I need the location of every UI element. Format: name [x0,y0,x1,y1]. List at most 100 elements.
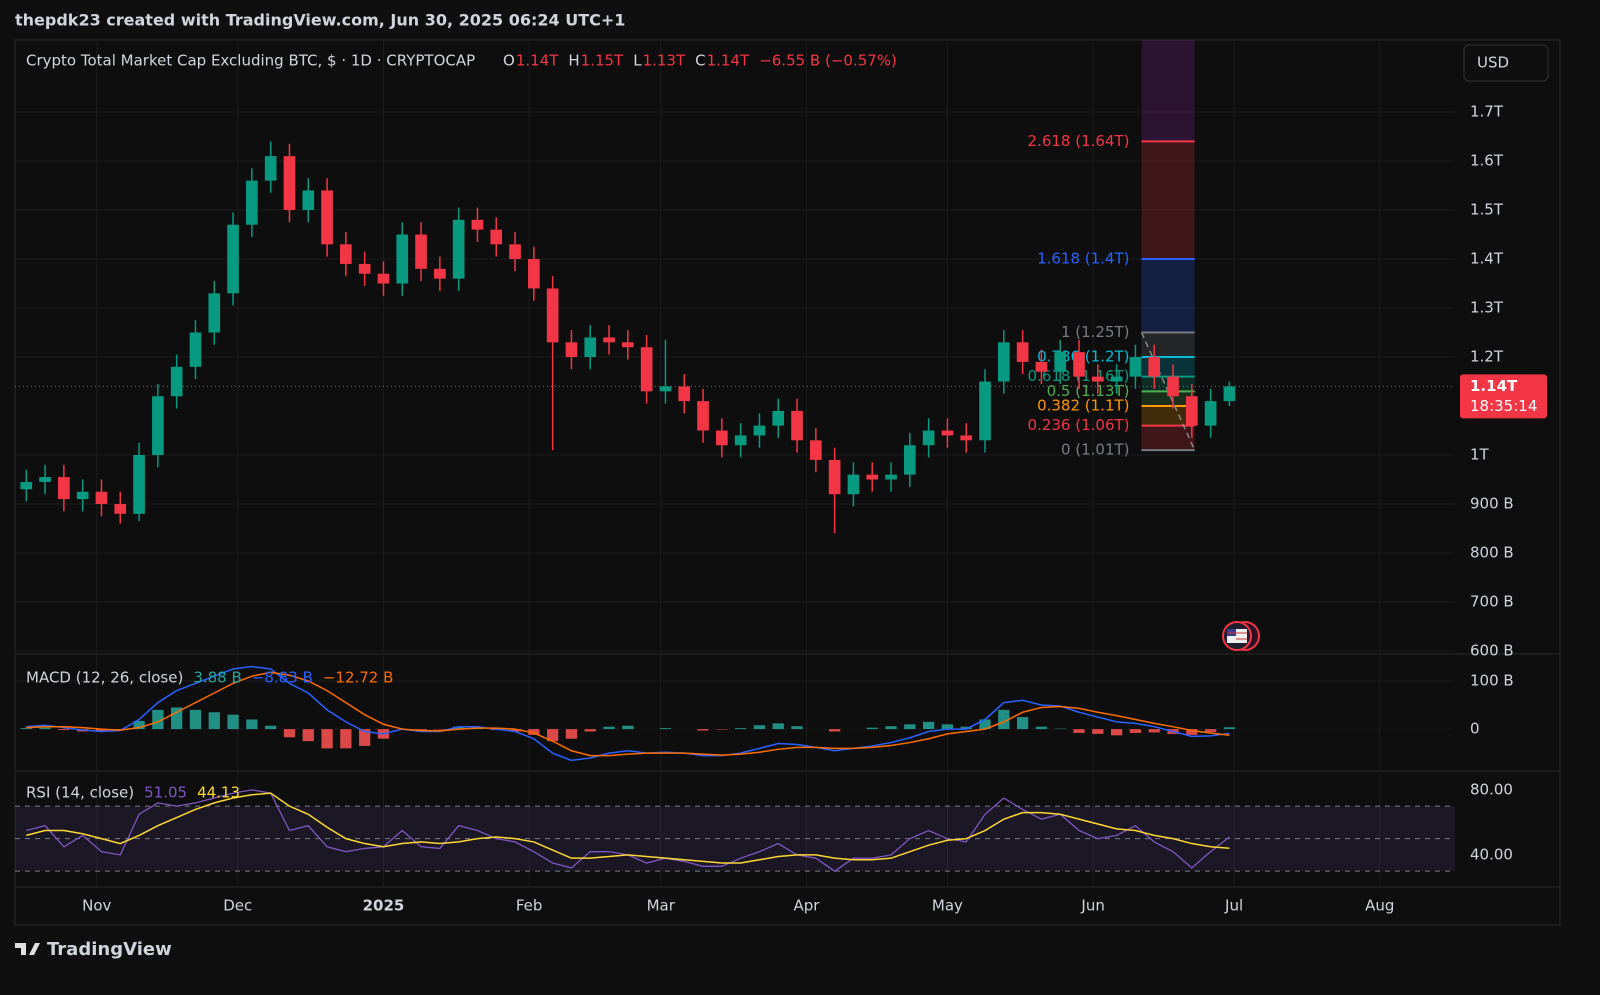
y-tick-label: 700 B [1470,593,1514,611]
x-tick-label: May [932,897,963,915]
candle-body [1167,376,1179,397]
candle-body [734,435,747,446]
histogram-bar [20,728,32,730]
header-text: thepdk23 created with TradingView.com, J… [15,11,625,30]
histogram-bar [735,728,747,730]
histogram-bar [265,725,277,730]
candle-body [302,190,315,211]
candle-body [979,381,991,441]
indicator-value: 44.13 [197,784,240,802]
candle-body [490,229,503,245]
histogram-bar [791,726,803,730]
histogram-bar [302,729,314,742]
candle-body [133,455,145,514]
x-tick-label: Mar [647,897,676,915]
y-tick-label: 100 B [1470,671,1514,689]
histogram-bar [547,729,559,742]
candle-body [471,219,484,230]
candle-body [791,410,803,441]
candle-body [1185,396,1198,426]
candle-body [1129,357,1142,377]
legend-ohlc: O 1.14T H 1.15T L 1.13T C 1.14T −6.55 B (−0.57%) [503,52,897,70]
candle-body [528,259,540,289]
candle-body [377,273,390,284]
candle-body [95,491,108,505]
histogram-bar [565,729,578,739]
price-tag-label: 1.14T [1470,377,1518,395]
histogram-bar [998,709,1010,730]
fib-zone [1141,259,1195,333]
histogram-bar [321,729,333,749]
histogram-bar [1148,729,1160,733]
x-tick-label: Aug [1365,897,1394,915]
candle-body [697,401,709,431]
legend-key: H [568,52,579,70]
x-tick-label: 2025 [363,897,405,915]
candle-body [415,234,427,269]
pane-title: RSI (14, close) [26,784,134,802]
currency-button[interactable] [1463,44,1549,82]
histogram-bar [941,724,954,730]
y-tick-label: 1.3T [1470,299,1504,317]
candle-body [904,445,916,475]
macd-line [26,665,1230,762]
candle-body [264,156,277,181]
x-tick-label: Jul [1224,897,1243,915]
candle-body [622,342,634,348]
histogram-bar [415,729,427,731]
fib-zone [1141,391,1195,407]
histogram-bar [359,729,371,746]
histogram-bar [1016,717,1029,730]
candle-body [1016,342,1029,362]
histogram-bar [697,729,709,731]
candle-body [1223,386,1236,402]
candle-body [114,504,127,514]
currency-label[interactable]: USD [1477,54,1509,72]
candle-body [1148,357,1161,377]
histogram-bar [453,726,465,730]
fib-label: 2.618 (1.64T) [1028,132,1130,150]
candle-body [753,425,766,436]
histogram-bar [866,727,878,730]
fib-zone [1141,332,1195,358]
histogram-bar [772,723,784,730]
indicator-value: 51.05 [144,784,187,802]
candle-body [321,190,333,245]
histogram-bar [922,721,935,730]
legend-value: 1.13T [643,52,686,70]
fib-label: 0.236 (1.06T) [1028,416,1130,434]
y-tick-label: 1.4T [1470,250,1504,268]
candle-body [20,481,33,490]
candle-body [847,474,860,495]
histogram-bar [189,709,202,730]
candle-body [39,477,51,482]
histogram-bar [1129,729,1142,733]
histogram-bar [1110,729,1123,736]
tradingview-logo: TradingView [15,939,172,960]
event-icon [1222,621,1260,651]
candle-body [659,386,672,392]
candle-body [866,474,879,480]
candle-body [640,347,653,392]
y-tick-label: 1.7T [1470,103,1504,121]
histogram-bar [39,727,51,730]
histogram-bar [283,729,296,738]
x-tick-label: Dec [223,897,252,915]
histogram-bar [1092,729,1104,734]
y-tick-label: 900 B [1470,495,1514,513]
y-tick-label: 1.5T [1470,201,1504,219]
histogram-bar [622,725,634,730]
legend-key: O [503,52,515,70]
legend-value: 1.15T [581,52,624,70]
y-tick-label: 40.00 [1470,845,1513,863]
histogram-bar [584,729,596,732]
candle-body [76,491,89,500]
histogram-bar [603,726,615,730]
price-countdown: 18:35:14 [1470,397,1537,415]
candle-body [58,477,70,500]
candle-body [565,342,578,358]
histogram-bar [133,720,145,730]
x-tick-label: Nov [82,897,111,915]
